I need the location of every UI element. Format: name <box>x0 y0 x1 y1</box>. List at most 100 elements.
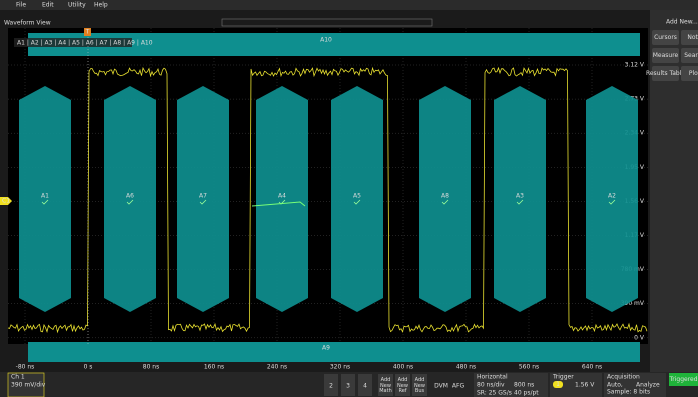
mask-label: A6 <box>126 193 134 200</box>
add-new-wrap: Add New Ref <box>397 377 408 394</box>
channel-button[interactable] <box>358 374 372 396</box>
voltage-label: 0 V <box>634 334 645 341</box>
panel-button-label[interactable]: Note <box>687 34 698 41</box>
check-icon <box>353 199 361 205</box>
mask-segment <box>28 342 640 362</box>
add-new-label[interactable]: Add New Math <box>379 377 392 394</box>
add-new-wrap: Add New Bus <box>414 377 425 394</box>
mask-tabs <box>14 38 132 47</box>
horizontal-value: 800 ns <box>514 382 534 389</box>
panel-button-label[interactable]: Cursors <box>654 34 677 41</box>
time-label: 480 ns <box>456 364 476 371</box>
mask-segment <box>104 86 156 312</box>
view-title: Waveform View <box>4 20 51 27</box>
panel-button[interactable] <box>652 66 679 81</box>
channel-marker-label: C1 <box>2 198 10 205</box>
panel-title: Add New... <box>666 19 698 26</box>
menu-item[interactable]: Help <box>94 2 108 9</box>
panel-button-label[interactable]: Plot <box>689 70 698 77</box>
add-new-button[interactable] <box>395 374 410 396</box>
mask-segment <box>256 86 308 312</box>
acquisition-mode: Auto, <box>607 382 623 389</box>
menu-item[interactable]: Edit <box>42 2 54 9</box>
mask-segment <box>177 86 229 312</box>
status-text: Triggered <box>668 376 697 383</box>
mask-segment <box>28 33 640 56</box>
trigger-marker <box>84 28 91 36</box>
panel-button[interactable] <box>681 66 698 81</box>
menu-item[interactable]: Utility <box>68 2 86 9</box>
mask-tabs-text[interactable]: A1 | A2 | A3 | A4 | A5 | A6 | A7 | A8 | … <box>17 40 153 47</box>
horizontal-value: 40 ps/pt <box>514 390 539 397</box>
voltage-label: 3.12 V <box>625 62 645 69</box>
tool-button[interactable]: DVM <box>434 383 448 390</box>
add-new-button[interactable] <box>412 374 427 396</box>
time-label: -80 ns <box>16 364 35 371</box>
channel-button[interactable] <box>341 374 355 396</box>
check-icon <box>516 199 524 205</box>
waveform-highlight <box>251 201 306 207</box>
time-label: 240 ns <box>267 364 287 371</box>
horizontal-value: 80 ns/div <box>477 382 505 389</box>
trigger-source-badge <box>553 381 563 388</box>
time-label: 320 ns <box>330 364 350 371</box>
acquisition-box[interactable] <box>604 373 666 397</box>
mask-segment <box>419 86 471 312</box>
status-badge <box>669 373 698 386</box>
mask-label: A1 <box>41 193 49 200</box>
mask-segment <box>331 86 383 312</box>
time-label: 80 ns <box>143 364 159 371</box>
tool-button[interactable]: AFG <box>452 383 465 390</box>
channel-button-label[interactable]: 3 <box>346 383 350 390</box>
horizontal-value: SR: 25 GS/s <box>477 390 512 397</box>
mask-label: A8 <box>441 193 449 200</box>
mask-label: A7 <box>199 193 207 200</box>
add-new-wrap: Add New Math <box>379 377 392 394</box>
panel-button[interactable] <box>681 30 698 45</box>
panel-button[interactable] <box>652 48 679 63</box>
panel-button[interactable] <box>681 48 698 63</box>
waveform-trace <box>7 66 648 334</box>
channel-scale: 390 mV/div <box>11 382 46 389</box>
channel-badge[interactable] <box>7 372 45 397</box>
menu-item[interactable]: File <box>16 2 26 9</box>
mask-label: A5 <box>353 193 361 200</box>
time-label: 160 ns <box>204 364 224 371</box>
mask-segment <box>494 86 546 312</box>
acquisition-sample: Sample: 8 bits <box>607 389 650 396</box>
check-icon <box>41 199 49 205</box>
panel-button-label[interactable]: Results Table <box>646 70 685 77</box>
check-icon <box>199 199 207 205</box>
trigger-level: 1.56 V <box>575 382 595 389</box>
channel-button-label[interactable]: 2 <box>329 383 333 390</box>
add-new-button[interactable] <box>378 374 393 396</box>
panel-button[interactable] <box>652 30 679 45</box>
mask-label: A2 <box>608 193 616 200</box>
check-icon <box>608 199 616 205</box>
time-label: 640 ns <box>582 364 602 371</box>
record-view <box>221 18 433 27</box>
menu-bar <box>0 0 698 10</box>
time-label: 0 s <box>84 364 93 371</box>
channel-name: Ch 1 <box>11 374 25 381</box>
add-new-label[interactable]: Add New Ref <box>397 377 408 394</box>
panel-button-label[interactable]: Measure <box>653 52 679 59</box>
trigger-title: Trigger <box>552 374 574 381</box>
mask-segment <box>586 86 638 312</box>
panel-button-label[interactable]: Search <box>684 52 698 59</box>
check-icon <box>126 199 134 205</box>
voltage-label: 390 mV <box>621 300 645 307</box>
side-panel <box>650 10 698 372</box>
mask-label: A3 <box>516 193 524 200</box>
acquisition-title: Acquisition <box>607 374 640 381</box>
horizontal-box[interactable] <box>474 373 548 397</box>
channel-button[interactable] <box>324 374 338 396</box>
trigger-marker-label: T <box>85 29 90 36</box>
add-new-label[interactable]: Add New Bus <box>414 377 425 394</box>
time-label: 400 ns <box>393 364 413 371</box>
channel-button-label[interactable]: 4 <box>363 383 367 390</box>
mask-segment <box>19 86 71 312</box>
time-label: 560 ns <box>519 364 539 371</box>
horizontal-title: Horizontal <box>477 374 508 381</box>
mask-label: A4 <box>278 193 286 200</box>
